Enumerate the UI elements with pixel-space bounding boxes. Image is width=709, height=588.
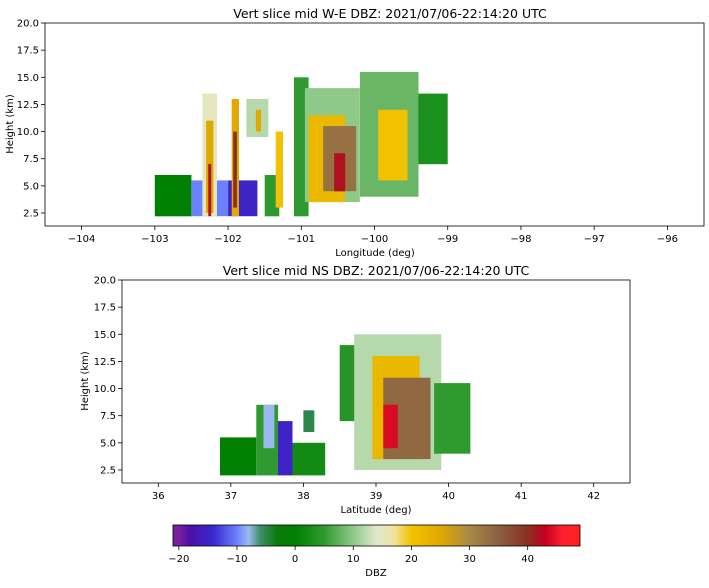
colorbar-label: DBZ [365,568,387,579]
ns-slice-xtick-label: 36 [152,491,165,502]
ns-slice-ytick-label: 10.0 [94,384,116,395]
we-slice-xtick-label: −101 [288,234,315,245]
we-slice-ytick-label: 7.5 [23,154,39,165]
we-slice-xtick-label: −104 [68,234,95,245]
ns-slice-cell [292,442,326,476]
colorbar-gradient [172,524,581,547]
ns-slice-ytick-label: 5.0 [100,438,116,449]
we-slice-xtick-label: −100 [361,234,388,245]
we-slice-xtick-label: −96 [657,234,678,245]
ns-slice-ytick-label: 20.0 [94,276,116,287]
ns-slice-xtick-label: 38 [297,491,310,502]
colorbar-tick-label: −20 [168,554,189,565]
we-slice-cell [378,109,408,181]
we-slice-ytick-label: 17.5 [17,46,39,57]
ns-slice-cell [278,421,293,476]
ns-slice-xlabel: Latitude (deg) [341,505,412,516]
ns-slice-cell [383,404,398,449]
colorbar-tick-label: 0 [292,554,298,565]
ns-slice-ytick-label: 17.5 [94,303,116,314]
we-slice-xtick-label: −97 [584,234,605,245]
ns-slice-title: Vert slice mid NS DBZ: 2021/07/06-22:14:… [223,263,530,278]
ns-slice-x-ticks: 36 37 38 39 40 41 42 [152,483,600,502]
colorbar-tick-label: −10 [226,554,247,565]
ns-slice-ylabel: Height (km) [80,351,91,411]
we-slice-ytick-label: 15.0 [17,73,39,84]
colorbar-tick-label: 10 [347,554,360,565]
we-slice-xtick-label: −98 [510,234,531,245]
ns-slice-heatmap [220,334,471,476]
colorbar: −20 −10 0 10 20 30 40 DBZ [168,524,581,579]
ns-slice-ytick-label: 7.5 [100,411,116,422]
colorbar-ticks: −20 −10 0 10 20 30 40 [168,546,534,565]
ns-slice-y-ticks: 2.5 5.0 7.5 10.0 12.5 15.0 17.5 20.0 [94,276,122,476]
we-slice-cell [418,93,448,165]
we-slice-xlabel: Longitude (deg) [335,248,415,259]
ns-slice-ytick-label: 2.5 [100,465,116,476]
we-slice-ytick-label: 12.5 [17,100,39,111]
ns-slice-panel: Vert slice mid NS DBZ: 2021/07/06-22:14:… [80,263,631,516]
colorbar-tick-label: 30 [463,554,476,565]
we-slice-cell [233,131,237,208]
we-slice-cell [154,175,192,217]
ns-slice-xtick-label: 39 [370,491,383,502]
we-slice-y-ticks: 2.5 5.0 7.5 10.0 12.5 15.0 17.5 20.0 [17,19,45,219]
we-slice-xtick-label: −102 [214,234,241,245]
we-slice-ytick-label: 10.0 [17,127,39,138]
we-slice-cell [275,131,283,208]
we-slice-x-ticks: −104 −103 −102 −101 −100 −99 −98 −97 −96 [68,226,678,245]
ns-slice-ytick-label: 12.5 [94,357,116,368]
we-slice-xtick-label: −99 [437,234,458,245]
we-slice-ytick-label: 5.0 [23,181,39,192]
ns-slice-xtick-label: 42 [587,491,600,502]
ns-slice-xtick-label: 37 [224,491,237,502]
we-slice-ytick-label: 20.0 [17,19,39,30]
colorbar-tick-label: 40 [521,554,534,565]
we-slice-ylabel: Height (km) [5,94,16,154]
colorbar-tick-label: 20 [405,554,418,565]
we-slice-xtick-label: −103 [141,234,168,245]
ns-slice-cell [220,437,257,476]
ns-slice-ytick-label: 15.0 [94,330,116,341]
we-slice-cell [255,109,261,132]
we-slice-ytick-label: 2.5 [23,208,39,219]
we-slice-heatmap [154,71,448,217]
ns-slice-cell [263,404,275,449]
ns-slice-xtick-label: 41 [515,491,528,502]
we-slice-title: Vert slice mid W-E DBZ: 2021/07/06-22:14… [233,6,547,21]
we-slice-cell [334,153,346,192]
ns-slice-cell [434,383,471,454]
we-slice-panel: Vert slice mid W-E DBZ: 2021/07/06-22:14… [5,6,705,259]
ns-slice-xtick-label: 40 [442,491,455,502]
we-slice-cell [264,175,280,217]
we-slice-cell [208,164,212,217]
ns-slice-cell [303,410,315,432]
